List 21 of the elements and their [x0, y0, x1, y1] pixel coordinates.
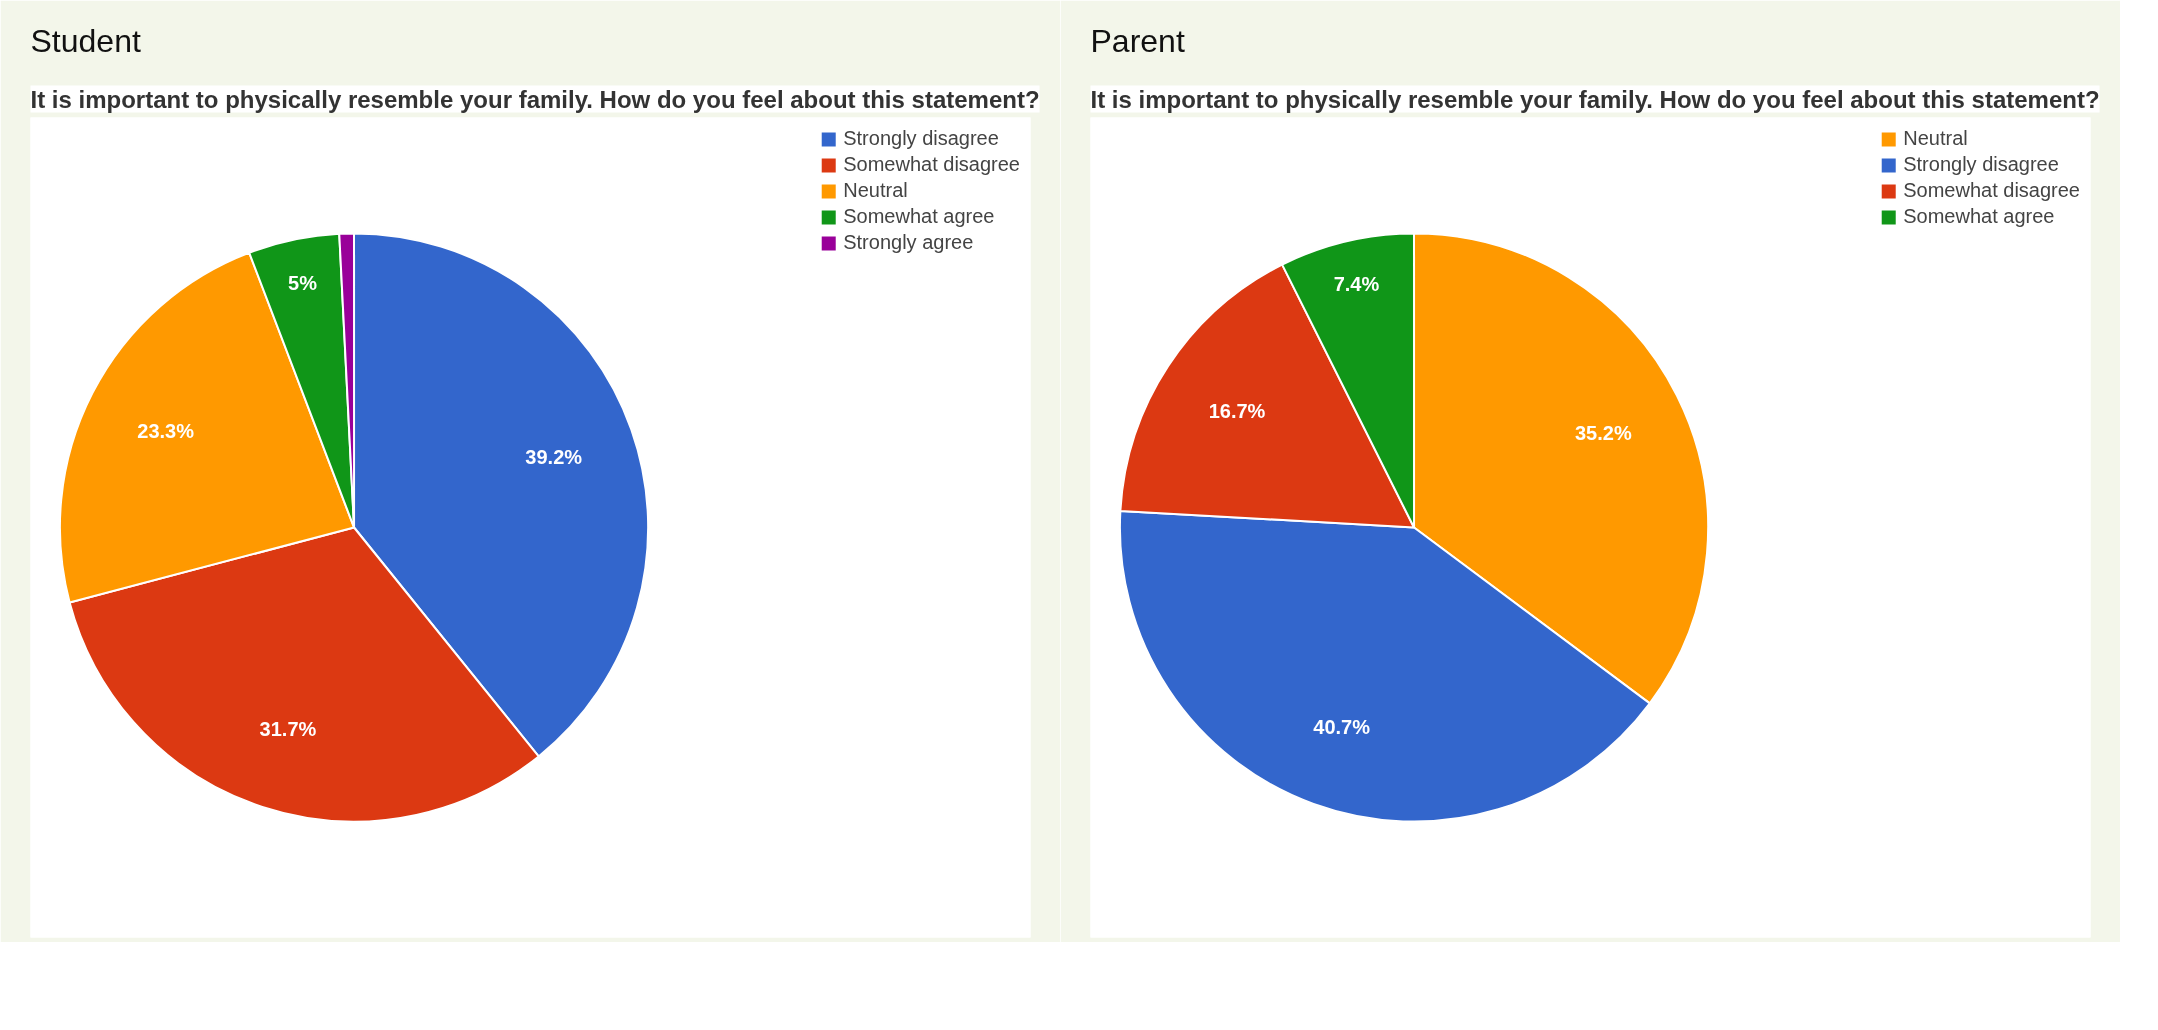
- data-label: 39.2%: [525, 446, 583, 469]
- legend-label: Somewhat agree: [1903, 205, 2055, 228]
- legend-label: Strongly agree: [843, 231, 974, 254]
- data-label: 16.7%: [1208, 400, 1266, 423]
- data-label: 23.3%: [137, 419, 195, 442]
- data-label: 40.7%: [1313, 715, 1371, 738]
- legend-label: Somewhat disagree: [843, 153, 1020, 176]
- legend-label: Strongly disagree: [1903, 153, 2059, 176]
- chart-subtitle: It is important to physically resemble your family. How do you feel about this statement?: [1090, 85, 2100, 113]
- legend-label: Somewhat agree: [843, 205, 995, 228]
- chart-title: Student: [30, 22, 141, 59]
- data-label: 5%: [288, 271, 318, 294]
- legend-label: Somewhat disagree: [1903, 179, 2080, 202]
- chart-title: Parent: [1090, 22, 1185, 59]
- legend-label: Neutral: [1903, 127, 1968, 150]
- legend-label: Neutral: [843, 179, 908, 202]
- data-label: 35.2%: [1574, 421, 1632, 444]
- data-label: 7.4%: [1333, 273, 1380, 296]
- chart-subtitle: It is important to physically resemble your family. How do you feel about this statement?: [30, 85, 1040, 113]
- legend-label: Strongly disagree: [843, 127, 999, 150]
- data-label: 31.7%: [259, 717, 317, 740]
